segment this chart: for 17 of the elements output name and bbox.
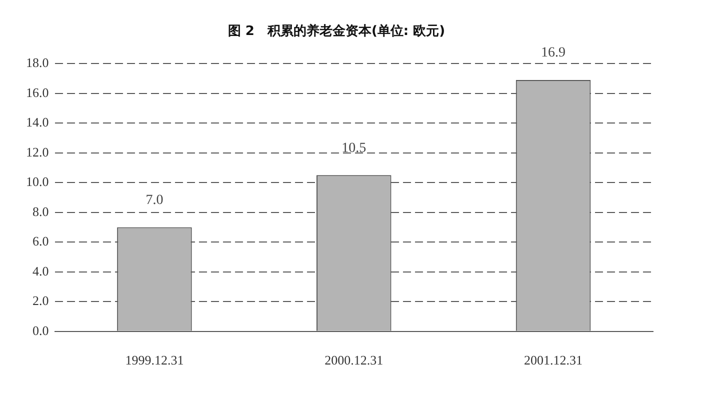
y-tick-label: 16.0 <box>26 84 49 100</box>
x-tick-label: 2000.12.31 <box>324 352 384 368</box>
data-label: 10.5 <box>342 140 366 156</box>
chart-title: 图 2 积累的养老金资本(单位: 欧元) <box>228 23 446 40</box>
data-label: 16.9 <box>541 46 566 61</box>
y-tick-label: 10.0 <box>26 174 49 190</box>
y-tick-label: 18.0 <box>26 55 49 70</box>
y-tick-label: 4.0 <box>32 263 49 278</box>
y-tick-label: 2.0 <box>32 293 49 308</box>
y-tick-label: 0.0 <box>32 322 49 338</box>
y-tick-label: 14.0 <box>26 114 49 130</box>
y-tick-label: 12.0 <box>26 144 49 160</box>
y-tick-label: 6.0 <box>32 234 49 249</box>
y-tick-label: 8.0 <box>32 204 49 219</box>
x-tick-label: 2001.12.31 <box>524 352 583 368</box>
x-tick-label: 1999.12.31 <box>125 352 184 368</box>
data-label: 7.0 <box>146 192 164 208</box>
